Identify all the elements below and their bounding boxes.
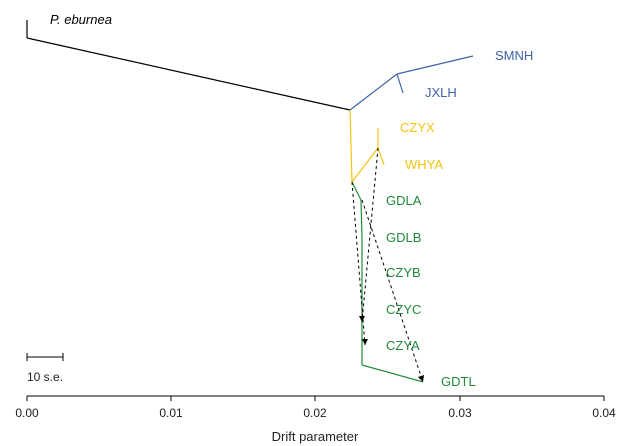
branch-yellow-stem (349, 109, 353, 183)
migration-edges (351, 147, 424, 383)
tip-label-smnh: SMNH (495, 48, 533, 63)
tip-label-whya: WHYA (405, 157, 443, 172)
migration-edge-2 (361, 147, 379, 323)
tree-branches (26, 20, 474, 383)
branch-yellow-node (351, 147, 379, 183)
branch-jxlh (396, 73, 404, 94)
tip-label-gdtl: GDTL (441, 374, 476, 389)
tip-label-jxlh: JXLH (425, 85, 457, 100)
branch-outgroup (26, 37, 351, 111)
branch-gdtl (361, 364, 424, 383)
scale-bar-label: 10 s.e. (27, 370, 63, 384)
tip-label-p-eburnea: P. eburnea (50, 12, 112, 27)
tip-label-czya: CZYA (386, 338, 420, 353)
x-tick-label: 0.02 (303, 406, 327, 420)
x-tick-label: 0.03 (448, 406, 472, 420)
migration-edge-3 (361, 199, 424, 383)
arrowhead (359, 316, 365, 322)
tip-label-czyc: CZYC (386, 302, 421, 317)
x-axis-title: Drift parameter (272, 429, 359, 444)
branch-smnh (396, 55, 474, 75)
arrowhead (418, 375, 424, 382)
scale-bar: 10 s.e. (26, 353, 64, 384)
x-axis: 0.00 0.01 0.02 0.03 0.04 Drift parameter (15, 395, 616, 444)
tip-labels: P. eburnea SMNH JXLH CZYX WHYA GDLA GDLB… (50, 12, 533, 389)
tip-label-czyb: CZYB (386, 265, 421, 280)
x-tick-label: 0.01 (159, 406, 183, 420)
migration-edge-1 (351, 181, 366, 346)
branch-whya (377, 147, 385, 166)
arrowhead (362, 339, 368, 345)
x-axis-ticks (26, 396, 605, 401)
tip-label-gdla: GDLA (386, 193, 422, 208)
tip-label-czyx: CZYX (400, 120, 435, 135)
tip-label-gdlb: GDLB (386, 230, 421, 245)
branch-green-stem (351, 181, 362, 201)
branch-blue-stem (349, 73, 398, 111)
x-tick-label: 0.00 (15, 406, 39, 420)
x-tick-label: 0.04 (592, 406, 616, 420)
migration-arrowheads (359, 316, 424, 382)
branch-green-spine-a (360, 199, 363, 238)
